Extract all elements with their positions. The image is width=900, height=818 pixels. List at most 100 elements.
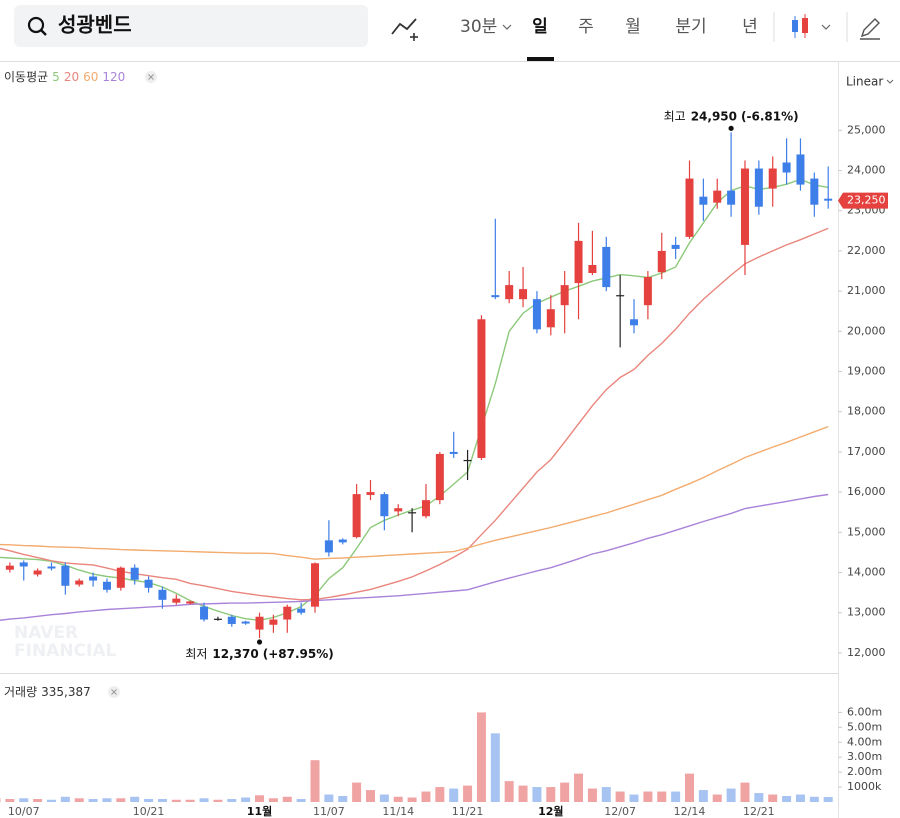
- search-icon-handle: [40, 29, 47, 36]
- interval-tab[interactable]: 주: [578, 17, 594, 37]
- candle-body: [255, 616, 264, 630]
- y-tick-label: 24,000: [847, 164, 886, 177]
- volume-bar: [171, 799, 181, 802]
- volume-bar: [601, 787, 611, 802]
- candle-body: [352, 494, 361, 538]
- interval-tab[interactable]: 30분: [460, 17, 497, 37]
- x-tick-label: 12월: [538, 804, 563, 818]
- legend-close-x: [148, 74, 154, 80]
- icon-part: [792, 20, 798, 32]
- x-tick-label: 12/14: [674, 805, 706, 818]
- scale-mode[interactable]: Linear: [846, 75, 883, 89]
- candle-body: [768, 168, 777, 189]
- volume-bar: [768, 794, 778, 802]
- volume-bar: [310, 760, 320, 802]
- candle-body: [796, 154, 805, 185]
- volume-bar: [46, 799, 56, 802]
- candle-body: [713, 190, 722, 203]
- candle-body: [283, 606, 292, 620]
- y-tick-label: 18,000: [847, 405, 886, 418]
- volume-bar: [33, 799, 43, 802]
- candle-body: [616, 295, 625, 297]
- y-tick-label: 15,000: [847, 525, 886, 538]
- candle-body: [560, 285, 569, 306]
- volume-bar: [504, 781, 514, 802]
- y-tick-label: 20,000: [847, 324, 886, 337]
- volume-bar: [268, 798, 278, 802]
- volume-bar: [227, 799, 237, 802]
- candle-body: [172, 598, 181, 603]
- last-price-tag: [838, 192, 888, 209]
- volume-bar: [255, 795, 265, 802]
- chevron: [502, 24, 512, 30]
- volume-bar: [0, 798, 1, 802]
- volume-bar: [671, 791, 681, 802]
- volume-bar: [532, 787, 542, 802]
- interval-tab[interactable]: 분기: [675, 17, 706, 37]
- volume-bar: [518, 785, 528, 802]
- volume-bar: [282, 796, 292, 802]
- candle-body: [241, 621, 250, 624]
- candle-body: [297, 608, 306, 613]
- y-tick-label: 25,000: [847, 123, 886, 136]
- volume-bar: [754, 793, 764, 802]
- candle-body: [186, 601, 195, 604]
- candle-body: [463, 459, 472, 462]
- candle-body: [311, 563, 320, 607]
- y-tick-label: 21,000: [847, 284, 886, 297]
- icon-part: [802, 18, 808, 33]
- draw-icon[interactable]: [860, 18, 880, 40]
- y-tick-label: 13,000: [847, 606, 886, 619]
- volume-bar: [587, 788, 597, 802]
- volume-bar: [574, 773, 584, 802]
- candle-body: [144, 579, 153, 588]
- volume-y-tick-label: 2.00m: [847, 765, 882, 778]
- candle-body: [685, 178, 694, 237]
- volume-bar: [435, 787, 445, 802]
- candle-body: [338, 539, 347, 543]
- candle-body: [394, 508, 403, 512]
- volume-bar: [490, 733, 500, 802]
- interval-tab[interactable]: 년: [742, 17, 758, 37]
- volume-bar: [795, 794, 805, 802]
- volume-bar: [463, 785, 473, 802]
- last-price-label: 23,250: [847, 194, 886, 207]
- candle-body: [740, 168, 749, 245]
- volume-bar: [213, 799, 223, 802]
- candle-body: [421, 500, 430, 517]
- candle-body: [19, 562, 28, 567]
- candle-body: [435, 453, 444, 501]
- interval-tab[interactable]: 월: [625, 17, 641, 37]
- chevron: [821, 24, 831, 30]
- x-tick-label: 10/07: [8, 805, 40, 818]
- watermark: FINANCIAL: [14, 641, 117, 661]
- candle-body: [630, 319, 639, 326]
- interval-tab-active[interactable]: 일: [532, 17, 548, 37]
- candle-body: [602, 246, 611, 288]
- candle-body: [130, 567, 139, 580]
- legend-entry: 120: [102, 70, 125, 84]
- candle-body: [519, 289, 528, 300]
- volume-bar: [199, 798, 209, 802]
- volume-bar: [393, 796, 403, 802]
- volume-bar: [88, 799, 98, 802]
- candle-body: [75, 580, 84, 585]
- search-box[interactable]: [14, 5, 368, 47]
- extreme-marker: [256, 639, 263, 645]
- volume-close-x: [111, 689, 117, 695]
- candle-body: [269, 619, 278, 625]
- y-tick-label: 22,000: [847, 244, 886, 257]
- extreme-annotation: 최고 24,950 (-6.81%): [664, 109, 799, 123]
- candle-body: [33, 570, 42, 575]
- candle-body: [671, 244, 680, 249]
- candle-type-icon[interactable]: [792, 14, 831, 38]
- legend: 이동평균 5 20 60 120: [4, 70, 125, 84]
- volume-bar: [407, 797, 417, 802]
- x-tick-label: 12/21: [743, 805, 775, 818]
- indicator-icon[interactable]: [391, 18, 417, 35]
- candle-body: [491, 295, 500, 298]
- volume-bar: [338, 796, 348, 802]
- candle-body: [102, 581, 111, 590]
- volume-bar: [74, 798, 84, 802]
